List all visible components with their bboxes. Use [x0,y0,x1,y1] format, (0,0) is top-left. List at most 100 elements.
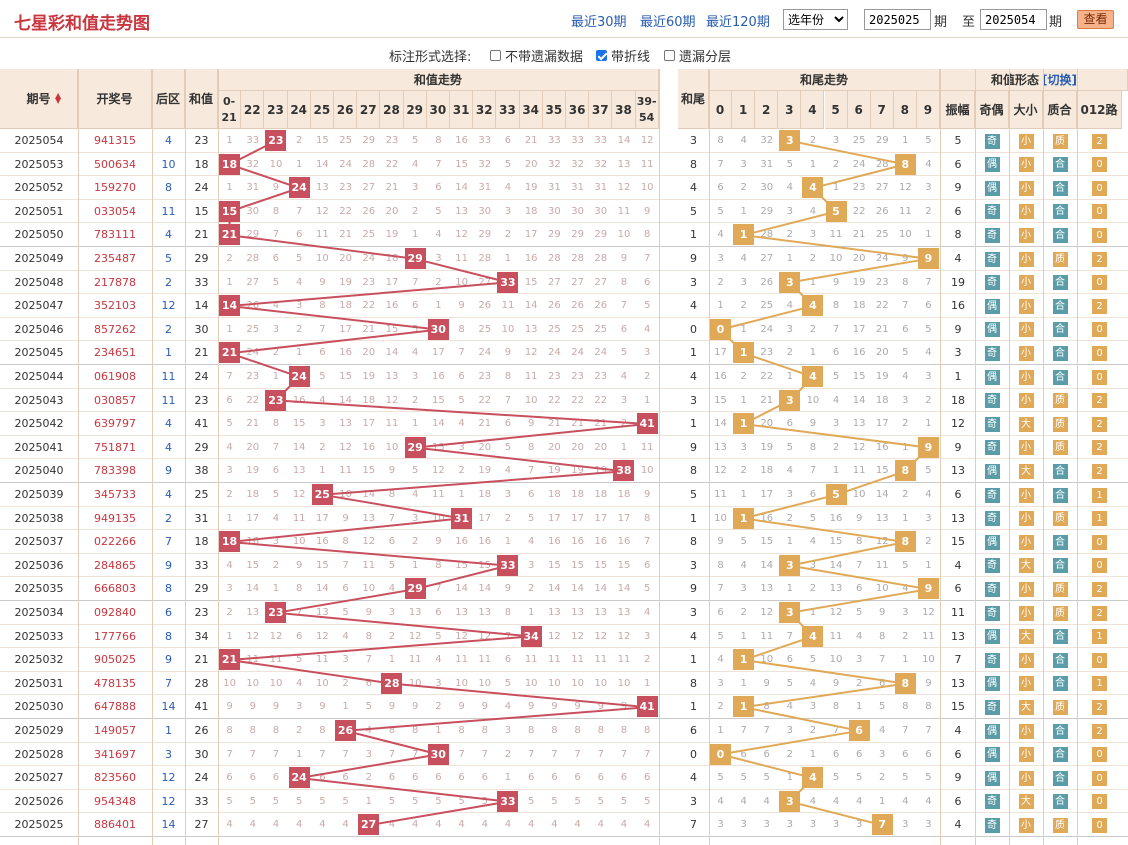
sum-missing: 15 [478,559,492,571]
sum-missing: 12 [316,630,329,642]
checkbox-icon[interactable] [490,50,501,61]
sum-missing: 29 [246,229,260,241]
amplitude: 6 [954,488,962,501]
sum-hit-ball: 14 [219,295,240,317]
big-small-tag: 大 [1018,629,1034,645]
sum-missing: 21 [339,229,352,241]
tail-col-header: 6 [847,91,871,129]
range-60[interactable]: 最近60期 [640,15,696,30]
prime-composite-tag: 合 [1052,487,1068,503]
query-button[interactable]: 查看 [1077,10,1114,29]
sum-missing: 18 [594,489,608,500]
back-zone: 1 [165,724,172,737]
odd-even-cell: 奇 [975,507,1009,530]
year-select[interactable]: 选年份 [783,9,848,30]
tail-missing: 9 [879,607,886,618]
sum-missing: 14 [571,583,584,595]
odd-even-tag: 奇 [984,204,1000,220]
sum-missing: 9 [296,559,303,571]
grid-line [78,69,79,845]
option-label: 标注形式选择: [389,50,472,65]
sum-missing: 8 [644,512,651,524]
table-row: 2025037 022266 7 18 18 16 3 10 16 8 12 6 2 9 16 16 1 4 16 1… [0,530,1128,554]
tail-missing: 3 [717,253,724,264]
prime-composite-cell: 合 [1043,648,1077,671]
sum-missing: 18 [571,489,584,500]
draw-number: 639797 [94,417,136,431]
checkbox-icon[interactable] [664,50,675,61]
opt-layer[interactable]: 遗漏分层 [664,46,731,65]
sum-missing: 17 [432,347,445,359]
sum-missing: 15 [316,135,329,146]
tail-missing: 6 [925,748,932,760]
shape-col-header: 012路 [1077,91,1122,129]
switch-link[interactable]: [切换] [1042,73,1077,87]
sort-icon[interactable]: ▲ ▼ [55,91,62,105]
sum-missing: 2 [226,489,233,500]
sum-missing: 4 [504,701,512,713]
tail-missing: 2 [740,465,747,477]
route-012-cell: 0 [1077,530,1122,553]
big-small-tag: 小 [1018,534,1034,550]
table-row: 2025046 857262 2 30 1 25 3 2 7 17 21 15 5 30 8 25 10 13 25… [0,318,1128,342]
odd-even-tag: 偶 [984,157,1000,173]
back-zone: 7 [165,535,172,549]
sum-missing: 11 [617,205,631,217]
big-small-tag: 小 [1018,298,1034,314]
tail-missing: 1 [740,630,747,642]
tail-missing: 4 [786,465,794,477]
tail-missing: 8 [763,701,770,713]
sum-col-header: 35 [542,91,566,129]
col-header-issue[interactable]: 期号 [0,69,78,129]
sum-missing: 31 [571,182,584,194]
tail-value: 5 [690,488,697,501]
amplitude: 13 [951,676,965,690]
range-120[interactable]: 最近120期 [706,15,770,30]
tail-missing: 21 [760,394,774,406]
sum-missing: 15 [385,323,399,335]
sum-missing: 27 [571,276,584,288]
tail-missing: 10 [829,654,843,666]
tail-missing: 4 [809,205,817,217]
route-012-tag: 2 [1092,251,1107,267]
to-issue-input[interactable] [980,9,1047,30]
tail-missing: 1 [740,205,747,217]
issue-cell: 2025038 [14,511,64,525]
sum-missing: 7 [226,371,233,382]
sum-missing: 4 [342,630,349,642]
sum-missing: 14 [617,135,631,146]
range-30[interactable]: 最近30期 [571,15,627,30]
tail-missing: 4 [740,253,747,264]
sum-missing: 4 [504,819,512,831]
sum-missing: 19 [339,276,352,288]
opt-no-missing[interactable]: 不带遗漏数据 [490,46,583,65]
checkbox-checked-icon[interactable] [596,50,607,61]
big-small-cell: 大 [1009,625,1043,648]
issue-cell: 2025030 [14,700,64,714]
route-012-tag: 0 [1092,369,1107,385]
table-row: 2025031 478135 7 28 10 10 10 4 10 2 6 28 10 3 10 10 5 10 1… [0,672,1128,696]
sum-hit-ball: 38 [613,460,635,482]
sum-missing: 9 [620,701,628,713]
tail-value: 4 [690,181,697,195]
sum-missing: 14 [455,583,468,595]
opt-line[interactable]: 带折线 [596,46,650,65]
tail-missing: 7 [717,158,724,170]
from-issue-input[interactable] [864,9,931,30]
prime-composite-tag: 质 [1052,699,1068,715]
sum-missing: 17 [617,512,631,524]
sum-col-header: 26 [334,91,358,129]
sum-missing: 13 [362,512,376,524]
sum-missing: 2 [296,725,303,736]
sum-missing: 18 [362,394,376,406]
route-012-tag: 2 [1092,699,1107,715]
sum-missing: 13 [292,465,306,477]
tail-missing: 3 [809,701,817,713]
tail-hit-ball: 4 [802,366,824,387]
odd-even-tag: 偶 [984,770,1000,786]
sum-missing: 23 [594,371,608,382]
big-small-tag: 小 [1018,251,1034,267]
tail-missing: 4 [902,583,909,595]
tail-missing: 4 [717,795,724,807]
sum-missing: 24 [548,347,561,359]
